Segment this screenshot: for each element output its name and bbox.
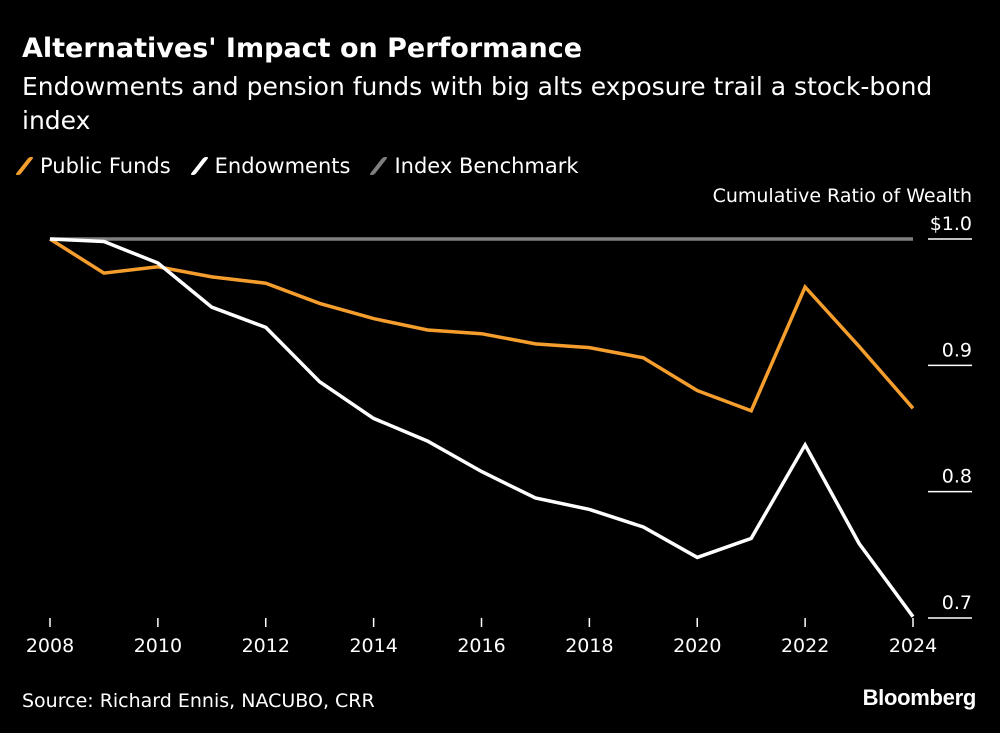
chart-subtitle: Endowments and pension funds with big al… — [22, 72, 933, 135]
y-axis-label: Cumulative Ratio of Wealth — [713, 185, 972, 207]
plot-lines — [49, 237, 915, 618]
source-note: Source: Richard Ennis, NACUBO, CRR — [22, 690, 375, 712]
x-axis: 2008 2010 2012 2014 2016 2018 2020 2022 2024 — [26, 618, 937, 657]
x-tick-label: 2018 — [565, 635, 613, 657]
legend: Public Funds Endowments Index Benchmark — [14, 154, 605, 178]
legend-label-public-funds: Public Funds — [40, 154, 171, 178]
x-tick-label: 2020 — [673, 635, 721, 657]
y-tick-label: 0.7 — [942, 592, 972, 614]
legend-item-index-benchmark: Index Benchmark — [369, 154, 579, 178]
series-line-endowments — [49, 237, 915, 618]
chart-title: Alternatives' Impact on Performance — [22, 33, 583, 64]
x-tick-label: 2012 — [242, 635, 290, 657]
y-axis: $1.0 0.9 0.8 0.7 — [928, 213, 972, 619]
y-tick-label: $1.0 — [930, 213, 972, 235]
x-tick-label: 2008 — [26, 635, 74, 657]
bloomberg-logo: Bloomberg — [862, 685, 977, 710]
x-tick-label: 2014 — [349, 635, 397, 657]
legend-item-endowments: Endowments — [189, 154, 351, 178]
legend-label-index-benchmark: Index Benchmark — [394, 154, 579, 178]
x-tick-label: 2022 — [781, 635, 829, 657]
y-tick-label: 0.9 — [942, 339, 972, 361]
y-tick-label: 0.8 — [942, 466, 972, 488]
series-line-public-funds — [49, 237, 915, 414]
legend-item-public-funds: Public Funds — [14, 154, 171, 178]
legend-label-endowments: Endowments — [214, 154, 351, 178]
x-tick-label: 2010 — [134, 635, 182, 657]
x-tick-label: 2016 — [457, 635, 505, 657]
x-tick-label: 2024 — [889, 635, 937, 657]
